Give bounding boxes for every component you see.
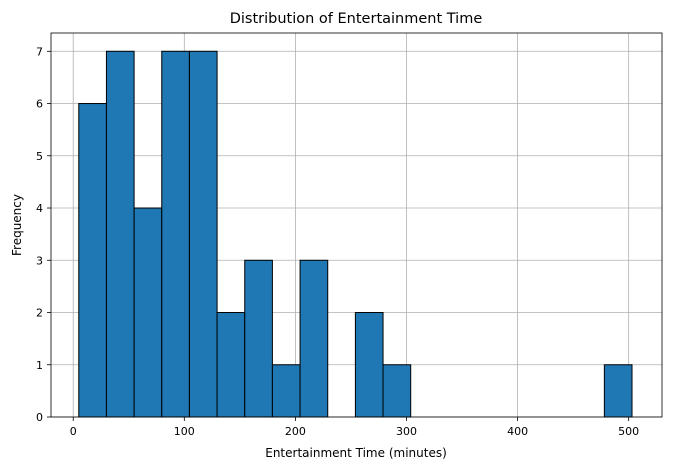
histogram-bar xyxy=(299,259,329,418)
y-tick-label: 1 xyxy=(36,359,43,372)
x-tick-label: 0 xyxy=(70,425,77,438)
x-axis-ticks: 0 100 200 300 400 500 xyxy=(70,417,639,438)
y-tick-label: 6 xyxy=(36,98,43,111)
y-tick-label: 2 xyxy=(36,307,43,320)
x-axis-label: Entertainment Time (minutes) xyxy=(265,446,447,460)
histogram-bar xyxy=(133,207,163,418)
y-axis-label: Frequency xyxy=(10,194,24,256)
x-tick-label: 100 xyxy=(174,425,195,438)
y-tick-label: 5 xyxy=(36,150,43,163)
y-tick-label: 0 xyxy=(36,411,43,424)
histogram-bar xyxy=(354,312,384,418)
histogram-bar xyxy=(216,312,246,418)
histogram-bar xyxy=(161,50,190,418)
y-tick-label: 7 xyxy=(36,45,43,58)
x-tick-label: 500 xyxy=(618,425,639,438)
histogram-bar xyxy=(271,364,301,418)
histogram-bar xyxy=(78,103,107,418)
histogram-bar xyxy=(382,364,412,418)
y-tick-label: 3 xyxy=(36,254,43,267)
chart-title: Distribution of Entertainment Time xyxy=(230,11,483,27)
plot-area-frame xyxy=(50,32,663,418)
x-tick-label: 300 xyxy=(396,425,417,438)
y-tick-label: 4 xyxy=(36,202,43,215)
histogram-bar xyxy=(244,259,273,418)
x-tick-label: 400 xyxy=(507,425,528,438)
y-axis-ticks: 0 1 2 3 4 5 6 7 xyxy=(36,45,51,424)
histogram-bar xyxy=(603,364,633,418)
histogram-bar xyxy=(188,50,218,418)
x-tick-label: 200 xyxy=(285,425,306,438)
histogram-bars xyxy=(78,50,633,418)
histogram-bar xyxy=(105,50,135,418)
